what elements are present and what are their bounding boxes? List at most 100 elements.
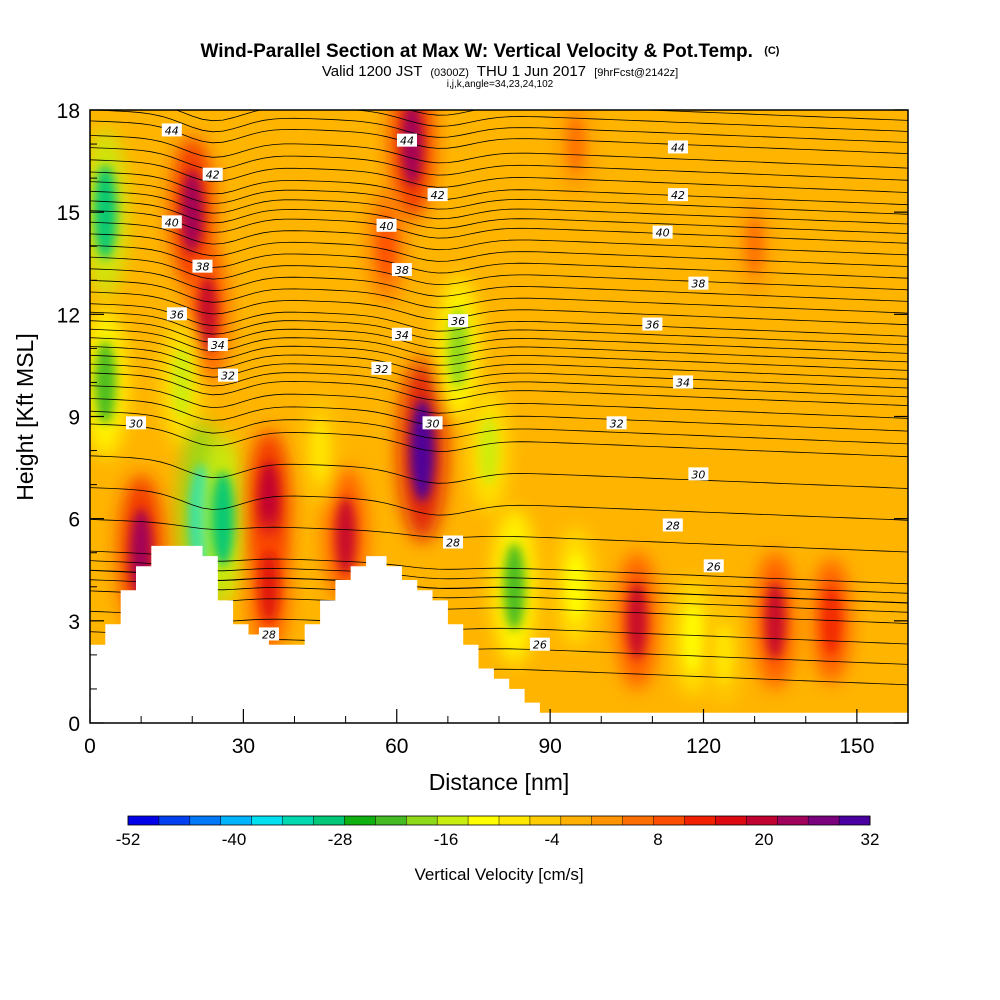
chart-subtitle-valid: Valid 1200 JST [322, 63, 422, 80]
theta-contour [212, 110, 908, 121]
contour-label-text: 28 [446, 537, 460, 550]
w-cell [764, 582, 786, 660]
colorbar-swatch [468, 816, 500, 825]
contour-label: 40 [652, 225, 673, 240]
contour-label: 42 [667, 188, 688, 202]
w-cell [258, 461, 280, 542]
contour-label-text: 40 [165, 216, 179, 229]
contour-label-text: 26 [533, 639, 547, 652]
theta-contour [90, 455, 908, 489]
contour-label-text: 34 [676, 376, 690, 389]
colorbar-swatch [715, 816, 747, 825]
chart-subtitle-z: (0300Z) [430, 67, 469, 79]
theta-contour [90, 560, 908, 594]
colorbar-swatch [251, 816, 283, 825]
svg-text:Valid 1200 JST (0300Z): Valid 1200 JST (0300Z) THU 1 Jun 2017 [9… [322, 63, 678, 80]
contour-label: 28 [442, 535, 463, 550]
theta-contour [90, 550, 908, 585]
colorbar-swatch [282, 816, 314, 825]
plot-area: 44 44 44 42 42 42 40 40 40 38 38 38 36 36 36 34 34 34 32 32… [90, 110, 908, 723]
potential-temperature-contours [90, 110, 908, 686]
contour-label: 40 [376, 218, 397, 233]
theta-contour [90, 579, 908, 613]
theta-contour [90, 410, 908, 445]
contour-label: 32 [371, 361, 392, 376]
contour-label-text: 30 [426, 417, 440, 430]
y-tick-label: 12 [57, 304, 80, 327]
colorbar-swatch [220, 816, 253, 825]
contour-label: 32 [606, 416, 627, 430]
colorbar-swatch [839, 816, 871, 825]
theta-contour [90, 233, 908, 267]
colorbar-swatch [591, 816, 624, 825]
theta-contour [90, 190, 908, 225]
contour-label: 36 [166, 307, 187, 321]
contour-label-text: 34 [395, 329, 409, 342]
theta-contour [90, 110, 908, 143]
w-cell [93, 164, 117, 260]
contour-label-text: 34 [211, 339, 225, 352]
contour-label-text: 42 [671, 189, 685, 202]
theta-contour [90, 181, 908, 215]
x-tick-label: 90 [538, 735, 561, 758]
contour-label-text: 42 [206, 169, 220, 182]
colorbar-swatch [529, 816, 562, 825]
chart-subtitle-indices: i,j,k,angle=34,23,24,102 [447, 79, 554, 90]
w-cell [683, 605, 703, 671]
colorbar-swatch [808, 816, 840, 825]
contour-label-text: 40 [656, 227, 670, 240]
contour-label-text: 32 [221, 370, 235, 383]
w-cell [714, 625, 733, 685]
contour-label-text: 38 [195, 261, 209, 274]
theta-contour [90, 398, 908, 432]
contour-label: 38 [688, 276, 709, 291]
svg-text:Wind-Parallel Section at Max W: Wind-Parallel Section at Max W: Vertical… [201, 41, 780, 62]
theta-contour [90, 385, 908, 419]
theta-contour [90, 487, 908, 521]
w-cell [197, 276, 218, 353]
chart-subtitle-date: THU 1 Jun 2017 [477, 63, 586, 80]
colorbar-swatch [406, 816, 438, 825]
theta-contour [90, 135, 908, 169]
colorbar-swatch [344, 816, 376, 825]
contour-label-text: 38 [691, 278, 705, 291]
w-cell [181, 170, 203, 254]
contour-label: 30 [126, 416, 147, 430]
colorbar-swatch [653, 816, 685, 825]
w-cell [626, 582, 648, 660]
theta-contour [90, 569, 908, 604]
theta-contour [90, 346, 908, 380]
theta-contour [90, 337, 908, 371]
x-tick-label: 30 [232, 735, 255, 758]
contour-labels: 44 44 44 42 42 42 40 40 40 38 38 38 36 36 36 34 34 34 32 32… [126, 123, 724, 652]
theta-contour [90, 291, 908, 326]
w-cell [401, 110, 423, 186]
y-axis-label: Height [Kft MSL] [12, 333, 38, 500]
y-tick-label: 15 [57, 202, 80, 225]
w-cell [566, 116, 585, 172]
colorbar-tick-label: 8 [653, 830, 662, 849]
w-cell [94, 340, 116, 425]
theta-contour [90, 159, 908, 193]
colorbar-tick-label: -28 [328, 830, 353, 849]
contour-label: 34 [207, 337, 228, 352]
colorbar-swatch [560, 816, 593, 825]
contour-label: 42 [202, 167, 223, 182]
y-tick-label: 6 [68, 509, 80, 532]
colorbar-tick-label: 20 [755, 830, 774, 849]
colorbar-swatch [777, 816, 809, 825]
theta-contour [90, 221, 908, 256]
theta-contour [90, 372, 908, 406]
contour-label-text: 28 [262, 628, 276, 641]
contour-label: 32 [218, 368, 239, 383]
chart-subtitle-fcst: [9hrFcst@2142z] [594, 67, 678, 79]
colorbar-swatch [375, 816, 407, 825]
theta-contour [90, 120, 908, 154]
w-cell [211, 471, 235, 566]
contour-label-text: 40 [380, 220, 394, 233]
colorbar-tick-label: -40 [222, 830, 247, 849]
w-cell [503, 543, 526, 631]
theta-contour [90, 423, 908, 458]
